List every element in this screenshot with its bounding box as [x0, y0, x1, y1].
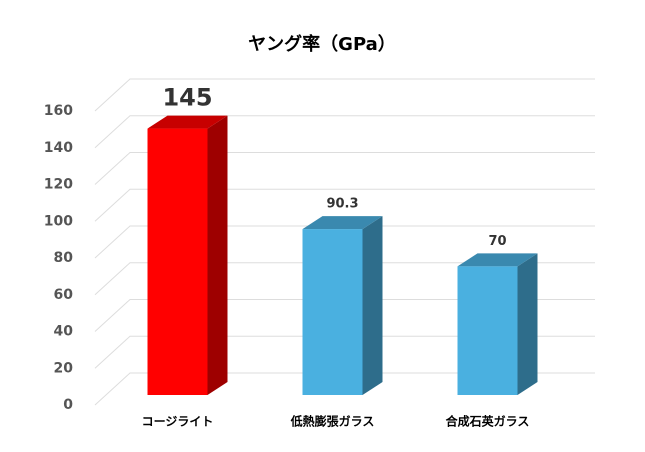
bar-side — [362, 216, 383, 395]
bar-top — [457, 253, 538, 267]
y-tick-label: 120 — [44, 177, 73, 193]
bar-side — [517, 253, 538, 395]
grid-line — [94, 335, 595, 369]
grid-line — [94, 115, 595, 149]
grid-line — [94, 152, 595, 185]
y-tick-label: 80 — [54, 250, 74, 266]
y-tick-label: 140 — [44, 140, 73, 156]
bar-side — [207, 115, 228, 395]
x-tick-label: コージライト — [142, 415, 214, 429]
grid-line — [94, 299, 595, 332]
chart-title: ヤング率（GPa） — [248, 33, 396, 55]
bar-top — [147, 115, 228, 129]
data-label: 90.3 — [326, 197, 358, 212]
x-tick-label: 低熱膨張ガラス — [290, 414, 375, 429]
grid-line — [94, 188, 595, 222]
grid-line — [94, 225, 595, 259]
y-tick-label: 100 — [44, 213, 73, 229]
bar — [302, 229, 363, 395]
y-tick-label: 60 — [54, 287, 74, 303]
data-label: 70 — [488, 234, 506, 249]
y-tick-label: 160 — [44, 103, 73, 119]
x-tick-label: 合成石英ガラス — [446, 414, 530, 429]
grid-line — [94, 372, 595, 406]
grid-line — [94, 78, 595, 112]
bar-top — [302, 216, 383, 230]
bar — [147, 128, 208, 395]
grid-line — [94, 262, 595, 296]
y-tick-label: 0 — [63, 397, 73, 413]
bar — [457, 266, 518, 395]
y-tick-label: 20 — [54, 360, 74, 376]
data-label: 145 — [162, 84, 212, 112]
y-tick-label: 40 — [54, 324, 74, 340]
